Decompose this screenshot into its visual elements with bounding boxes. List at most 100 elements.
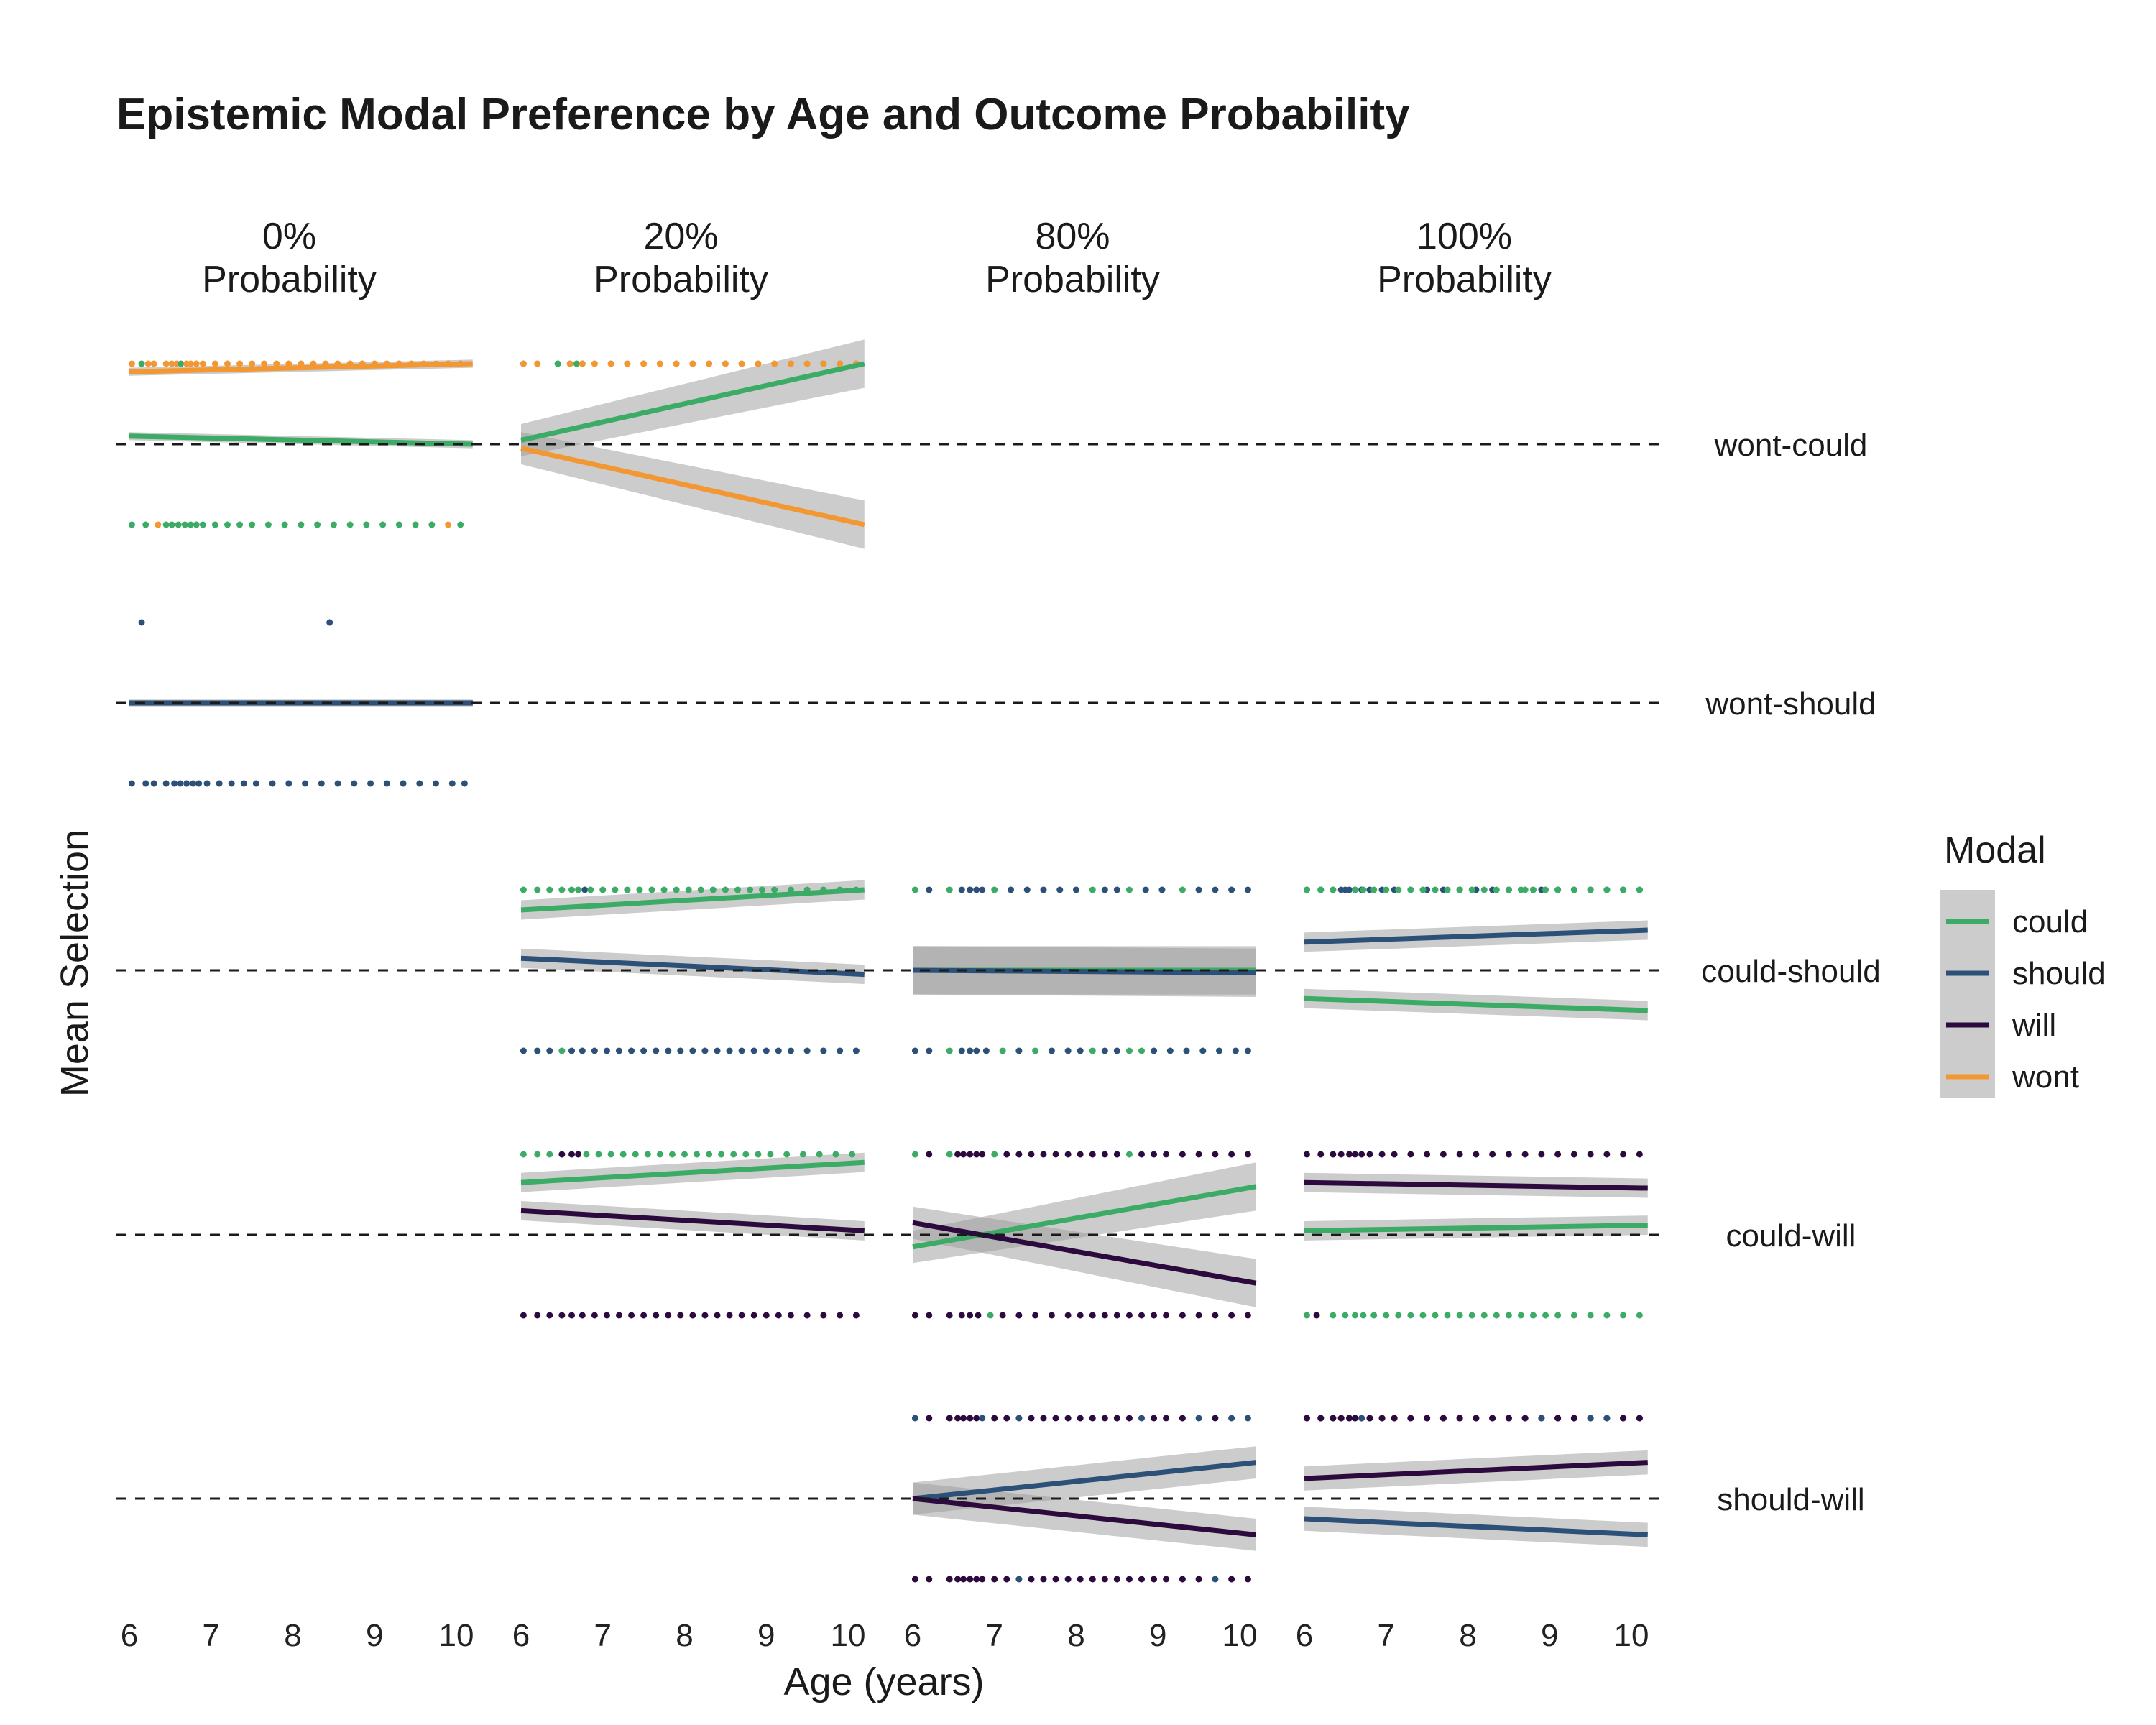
data-point xyxy=(911,1414,918,1422)
data-point xyxy=(285,780,292,787)
data-point xyxy=(1163,1576,1170,1583)
data-point xyxy=(1587,886,1594,893)
data-point xyxy=(1337,1151,1345,1158)
data-point xyxy=(566,360,573,367)
data-point xyxy=(640,360,648,367)
data-point xyxy=(1407,886,1414,893)
data-point xyxy=(1358,1151,1365,1158)
data-point xyxy=(1212,1151,1219,1158)
data-point xyxy=(624,886,631,893)
data-point xyxy=(162,780,170,787)
data-point xyxy=(694,1151,701,1158)
data-point xyxy=(747,886,753,893)
data-point xyxy=(1064,1312,1072,1319)
data-point xyxy=(701,1047,709,1054)
data-point xyxy=(783,1151,791,1158)
data-point xyxy=(211,521,218,528)
fit-line xyxy=(912,1496,1257,1537)
panel-strip-label-line: 20% xyxy=(643,216,718,257)
x-tick-label: 8 xyxy=(284,1618,301,1653)
data-point xyxy=(1138,1414,1145,1422)
data-point xyxy=(579,360,586,367)
data-point xyxy=(767,1151,774,1158)
data-point xyxy=(926,1312,933,1319)
data-point xyxy=(1317,886,1325,893)
data-point xyxy=(973,1414,980,1422)
data-point xyxy=(734,886,741,893)
data-point xyxy=(1032,1312,1039,1319)
data-point xyxy=(1456,1414,1463,1422)
fit-lines xyxy=(129,361,1648,1537)
data-point xyxy=(979,1414,986,1422)
data-point xyxy=(967,886,974,893)
fit-line xyxy=(1304,1179,1648,1191)
data-point xyxy=(575,1151,582,1158)
data-point xyxy=(1228,886,1235,893)
data-point xyxy=(999,1312,1006,1319)
data-point xyxy=(1052,1576,1059,1583)
data-point xyxy=(706,360,713,367)
data-point xyxy=(911,1151,918,1158)
data-point xyxy=(979,1151,986,1158)
data-point xyxy=(1542,1312,1549,1319)
data-point xyxy=(144,360,152,367)
data-point xyxy=(1064,1414,1072,1422)
data-point xyxy=(1538,1151,1545,1158)
panel-strip-label: 100% Probability xyxy=(1377,216,1552,300)
data-point xyxy=(1113,1576,1120,1583)
data-point xyxy=(558,1312,566,1319)
data-point xyxy=(1179,1151,1186,1158)
data-point xyxy=(128,360,135,367)
data-point xyxy=(973,886,980,893)
data-point xyxy=(1505,1312,1512,1319)
data-point xyxy=(958,1047,965,1054)
data-point xyxy=(520,1151,527,1158)
data-point xyxy=(1456,1312,1463,1319)
data-point xyxy=(607,360,614,367)
data-point xyxy=(967,1151,974,1158)
pair-reference-layer: wont-could wont-should could-should could-w… xyxy=(116,428,1881,1517)
data-point xyxy=(1163,1414,1170,1422)
data-point xyxy=(1163,1151,1170,1158)
data-point xyxy=(775,1047,782,1054)
data-point xyxy=(591,1312,598,1319)
data-point xyxy=(162,360,170,367)
data-point xyxy=(591,360,598,367)
data-point xyxy=(1620,886,1627,893)
data-point xyxy=(1570,1151,1577,1158)
data-point xyxy=(264,521,272,528)
data-point xyxy=(1439,1414,1447,1422)
data-point xyxy=(1330,1151,1337,1158)
data-point xyxy=(644,1151,651,1158)
data-point xyxy=(1052,1414,1059,1422)
data-point xyxy=(1195,1414,1202,1422)
data-point xyxy=(558,1151,566,1158)
data-point xyxy=(1089,886,1096,893)
data-point xyxy=(1158,886,1166,893)
data-points xyxy=(128,360,1643,1583)
data-point xyxy=(1195,1576,1202,1583)
data-point xyxy=(1244,886,1251,893)
data-point xyxy=(1077,1151,1084,1158)
data-point xyxy=(330,521,337,528)
data-point xyxy=(1468,1312,1475,1319)
data-point xyxy=(1620,1312,1627,1319)
data-point xyxy=(665,1312,672,1319)
data-point xyxy=(1346,1414,1353,1422)
data-point xyxy=(1179,1576,1186,1583)
data-point xyxy=(1125,1312,1133,1319)
data-point xyxy=(1603,1151,1611,1158)
data-point xyxy=(1383,886,1390,893)
data-point xyxy=(677,1312,684,1319)
data-point xyxy=(1505,1151,1512,1158)
data-point xyxy=(142,521,149,528)
data-point xyxy=(1048,1047,1055,1054)
data-point xyxy=(973,1151,980,1158)
data-point xyxy=(1366,1414,1373,1422)
data-point xyxy=(1330,1414,1337,1422)
data-point xyxy=(534,886,541,893)
y-axis-title: Mean Selection xyxy=(53,829,96,1097)
data-point xyxy=(991,1576,998,1583)
data-point xyxy=(958,886,965,893)
data-point xyxy=(162,521,170,528)
